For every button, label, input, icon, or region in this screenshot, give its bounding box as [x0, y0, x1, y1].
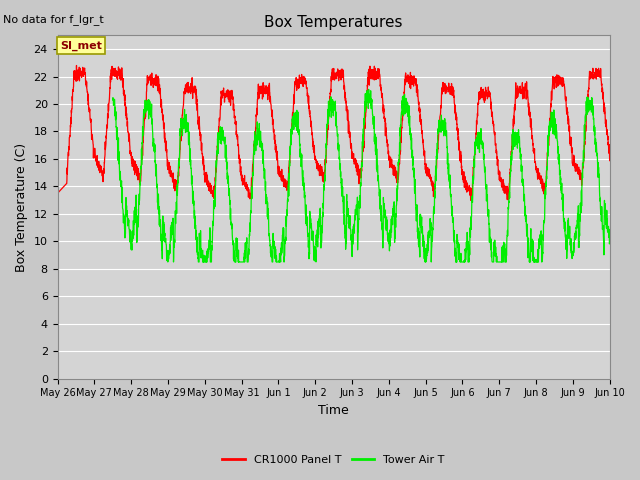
Line: Tower Air T: Tower Air T — [113, 89, 610, 262]
Y-axis label: Box Temperature (C): Box Temperature (C) — [15, 143, 28, 272]
CR1000 Panel T — [467, 197, 474, 203]
Tower Air T — [595, 171, 603, 177]
CR1000 Panel T — [536, 172, 543, 178]
CR1000 Panel T — [266, 80, 273, 86]
CR1000 Panel T — [595, 74, 603, 80]
X-axis label: Time: Time — [318, 404, 349, 417]
Text: No data for f_lgr_t: No data for f_lgr_t — [3, 14, 104, 25]
Tower Air T — [116, 177, 124, 182]
Text: SI_met: SI_met — [60, 40, 102, 51]
Tower Air T — [149, 140, 157, 145]
Title: Box Temperatures: Box Temperatures — [264, 15, 403, 30]
CR1000 Panel T — [289, 104, 297, 109]
CR1000 Panel T — [606, 158, 614, 164]
Tower Air T — [266, 231, 273, 237]
CR1000 Panel T — [54, 191, 61, 196]
CR1000 Panel T — [73, 62, 81, 68]
Legend: CR1000 Panel T, Tower Air T: CR1000 Panel T, Tower Air T — [218, 450, 449, 469]
Tower Air T — [606, 239, 614, 244]
Tower Air T — [289, 116, 297, 122]
Line: CR1000 Panel T: CR1000 Panel T — [58, 65, 610, 200]
Tower Air T — [536, 244, 543, 250]
CR1000 Panel T — [150, 80, 157, 85]
CR1000 Panel T — [117, 72, 125, 78]
